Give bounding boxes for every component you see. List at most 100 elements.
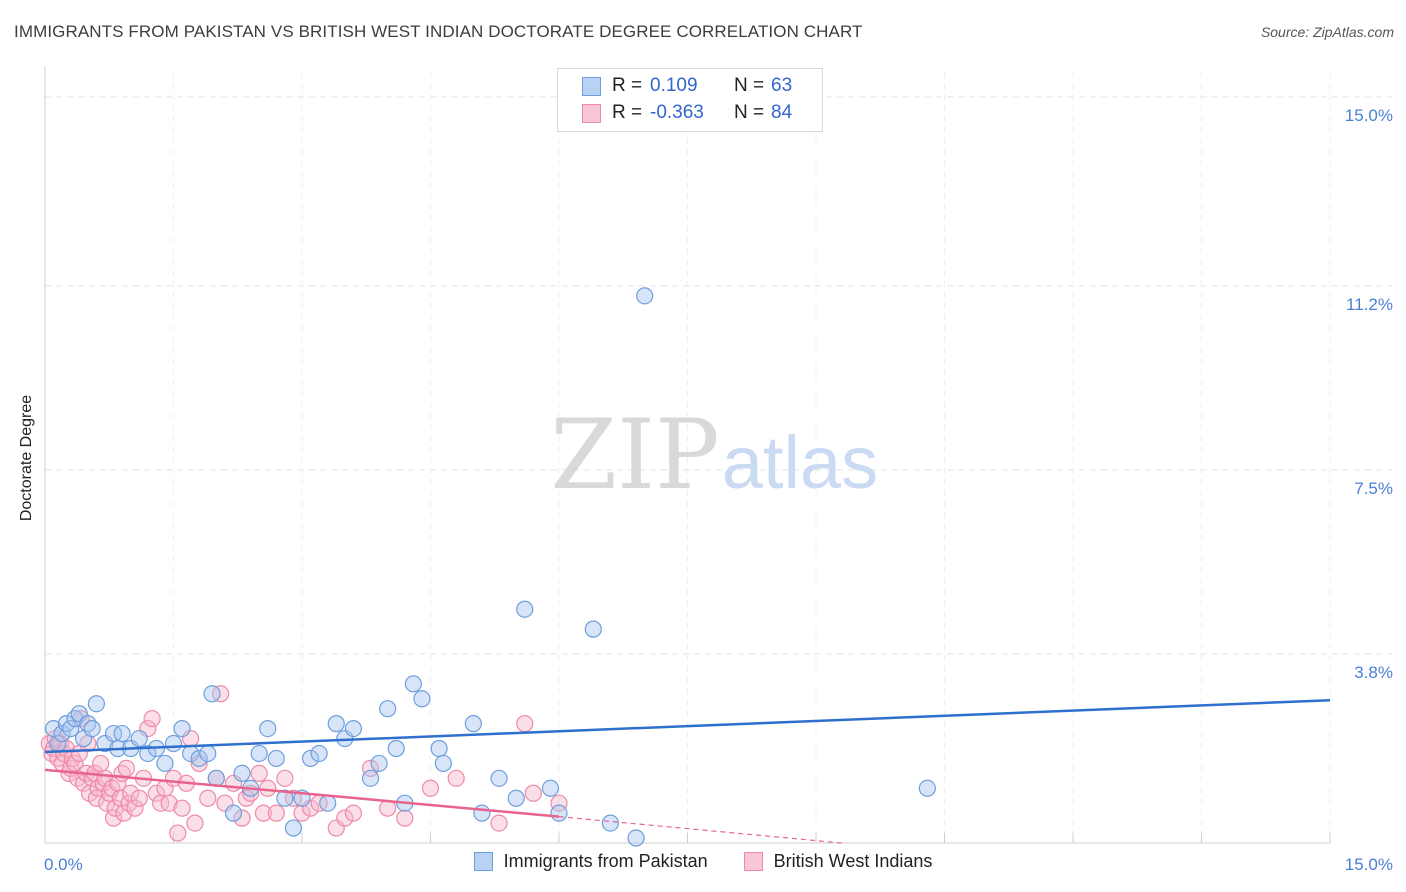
y-tick-label: 3.8% (1354, 663, 1393, 682)
legend-row-pakistan: R = 0.109 N = 63 (582, 73, 792, 99)
pakistan-point (164, 734, 183, 753)
series-name: British West Indians (773, 851, 933, 871)
legend-swatch-pink (582, 103, 601, 123)
british-west-indians-point (92, 754, 110, 773)
pakistan-point (327, 715, 345, 733)
pakistan-point (224, 804, 243, 822)
pakistan-point (344, 719, 362, 738)
axes (44, 66, 1331, 844)
pakistan-point (301, 749, 320, 768)
british-west-indians-point (490, 814, 508, 832)
british-west-indians-point (143, 710, 161, 728)
legend-n-label: N = (734, 102, 765, 123)
pakistan-point (53, 724, 71, 743)
british-west-indians-point (276, 769, 294, 787)
pakistan-point (250, 744, 268, 763)
british-west-indians-trend-extension (558, 816, 842, 844)
legend-n-value: 63 (771, 75, 793, 96)
pakistan-point (310, 744, 328, 763)
pakistan-point (276, 789, 294, 807)
pakistan-point (516, 600, 534, 618)
british-west-indians-point (259, 779, 277, 797)
pakistan-point (370, 754, 388, 773)
british-west-indians-point (186, 814, 204, 832)
pakistan-point (550, 804, 568, 822)
pakistan-point (267, 749, 285, 768)
british-west-indians-point (293, 804, 311, 822)
pakistan-point (379, 700, 397, 718)
british-west-indians-point (115, 804, 133, 822)
british-west-indians-point (89, 779, 107, 797)
series-swatch-blue (473, 852, 493, 871)
pakistan-point (199, 744, 217, 763)
grid-lines (45, 72, 1392, 843)
series-legend-british-west-indians: British West Indians (743, 851, 933, 872)
pakistan-point (113, 724, 131, 743)
british-west-indians-points (40, 685, 568, 842)
pakistan-point (284, 819, 303, 837)
british-west-indians-point (516, 715, 534, 733)
pakistan-point (541, 779, 560, 797)
british-west-indians-point (447, 769, 465, 787)
pakistan-points (44, 287, 936, 847)
x-tick-label: 0.0% (44, 855, 83, 874)
british-west-indians-point (336, 809, 354, 827)
series-legend-pakistan: Immigrants from Pakistan (473, 851, 708, 872)
correlation-legend: R = 0.109 N = 63 R = -0.363 N = 84 (557, 68, 823, 132)
pakistan-point (584, 620, 602, 638)
series-legend: Immigrants from Pakistan British West In… (0, 851, 1406, 872)
british-west-indians-point (160, 794, 178, 812)
watermark: ZIP atlas (550, 399, 878, 511)
british-west-indians-point (344, 804, 362, 822)
pakistan-point (387, 739, 405, 758)
pakistan-point (130, 729, 148, 748)
watermark-atlas: atlas (722, 421, 878, 504)
british-west-indians-point (173, 799, 191, 817)
pakistan-point (490, 769, 508, 787)
pakistan-point (636, 287, 654, 305)
pakistan-point (139, 744, 157, 763)
legend-row-british-west-indians: R = -0.363 N = 84 (582, 100, 792, 126)
pakistan-point (233, 764, 251, 782)
pakistan-point (404, 675, 422, 693)
british-west-indians-point (169, 824, 187, 842)
pakistan-point (190, 749, 208, 768)
legend-n-value: 84 (771, 102, 793, 123)
pakistan-point (173, 719, 191, 738)
british-west-indians-point (524, 784, 542, 802)
series-swatch-pink (743, 852, 763, 871)
legend-r-label: R = (612, 75, 643, 96)
source-label: Source: ZipAtlas.com (1260, 24, 1394, 40)
legend-r-value: 0.109 (650, 75, 698, 96)
pakistan-point (627, 829, 645, 847)
british-west-indians-point (396, 809, 414, 827)
pakistan-point (434, 754, 452, 773)
x-tick-label: 15.0% (1345, 855, 1393, 874)
pakistan-point (413, 690, 431, 708)
legend-r-label: R = (612, 102, 643, 123)
pakistan-point (87, 695, 106, 713)
legend-n-label: N = (734, 75, 765, 96)
british-west-indians-point (130, 789, 148, 807)
pakistan-point (259, 719, 277, 738)
pakistan-point (507, 789, 525, 807)
british-west-indians-point (233, 809, 251, 827)
british-west-indians-point (361, 759, 380, 777)
pakistan-point (319, 794, 337, 812)
y-tick-label: 11.2% (1346, 295, 1393, 314)
british-west-indians-point (550, 794, 568, 812)
series-name: Immigrants from Pakistan (503, 851, 708, 871)
legend-swatch-blue (582, 76, 601, 96)
pakistan-point (430, 739, 448, 758)
british-west-indians-point (147, 784, 165, 802)
british-west-indians-trend-line (44, 768, 560, 818)
pakistan-point (601, 814, 620, 832)
trend-lines (44, 698, 1331, 844)
british-west-indians-point (254, 804, 273, 822)
british-west-indians-point (267, 804, 285, 822)
chart-title: IMMIGRANTS FROM PAKISTAN VS BRITISH WEST… (14, 22, 863, 41)
pakistan-point (83, 719, 101, 738)
pakistan-point (156, 754, 174, 773)
pakistan-trend-line (44, 698, 1331, 754)
pakistan-point (464, 715, 482, 733)
